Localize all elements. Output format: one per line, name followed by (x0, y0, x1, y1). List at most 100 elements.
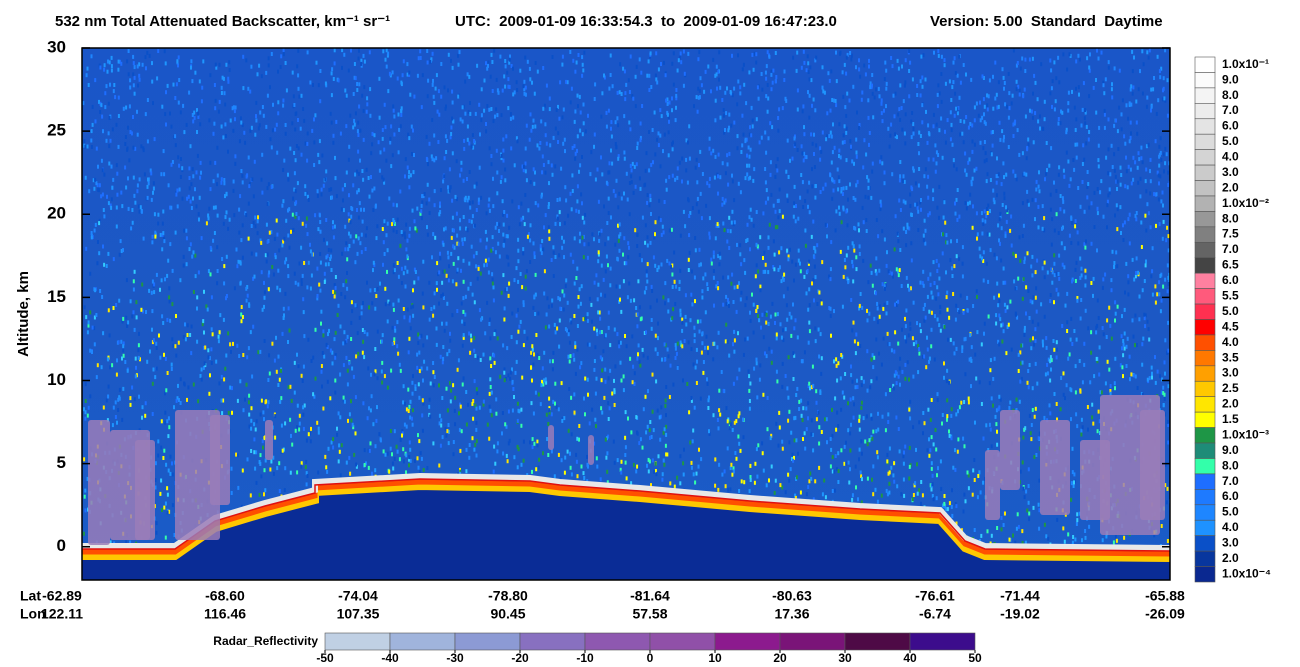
time-range: UTC: 2009-01-09 16:33:54.3 to 2009-01-09… (455, 13, 837, 30)
speckle (1020, 376, 1023, 381)
speckle (767, 196, 770, 201)
speckle (96, 183, 99, 188)
speckle (1134, 213, 1137, 218)
speckle (1058, 165, 1061, 170)
speckle (1000, 182, 1003, 187)
speckle (596, 297, 599, 302)
speckle (697, 95, 700, 100)
speckle (745, 296, 748, 301)
speckle (447, 423, 450, 427)
speckle (270, 459, 273, 464)
speckle (636, 146, 639, 150)
speckle (1160, 524, 1163, 528)
speckle (955, 254, 958, 259)
speckle (671, 272, 674, 277)
speckle (1134, 274, 1137, 279)
speckle (801, 418, 804, 423)
speckle (463, 237, 466, 242)
speckle (973, 142, 976, 147)
speckle (826, 111, 829, 116)
speckle (301, 221, 304, 226)
speckle (774, 478, 777, 483)
speckle (954, 211, 957, 216)
speckle (952, 60, 955, 65)
speckle (681, 344, 684, 349)
speckle (317, 470, 320, 475)
speckle (724, 128, 726, 132)
speckle (392, 104, 395, 109)
speckle (346, 334, 349, 339)
speckle (787, 175, 790, 179)
speckle (778, 425, 781, 430)
speckle (400, 80, 403, 85)
speckle (984, 151, 987, 156)
speckle (229, 385, 232, 390)
speckle (490, 413, 493, 418)
speckle (507, 262, 510, 267)
speckle (173, 405, 175, 410)
speckle (391, 342, 394, 346)
speckle (1026, 189, 1029, 194)
speckle (1068, 52, 1071, 57)
speckle (849, 448, 852, 453)
speckle (497, 90, 500, 95)
speckle (132, 287, 135, 292)
speckle (1034, 406, 1037, 411)
speckle (313, 394, 316, 399)
speckle (953, 113, 956, 118)
speckle (544, 122, 547, 127)
speckle (417, 340, 420, 345)
speckle (160, 445, 163, 450)
speckle (344, 224, 347, 229)
speckle (681, 328, 684, 333)
speckle (840, 353, 843, 357)
speckle (576, 134, 579, 139)
speckle (1049, 355, 1052, 360)
speckle (1158, 144, 1161, 149)
speckle (129, 130, 132, 134)
speckle (128, 158, 131, 163)
speckle (923, 421, 926, 426)
speckle (145, 66, 147, 71)
speckle (812, 219, 815, 224)
speckle (212, 131, 215, 136)
speckle (987, 94, 990, 99)
speckle (679, 268, 682, 273)
speckle (878, 268, 881, 273)
speckle (908, 287, 911, 292)
speckle (405, 470, 407, 475)
speckle (405, 222, 408, 227)
speckle (625, 82, 628, 87)
speckle (838, 148, 841, 153)
speckle (869, 81, 872, 86)
speckle (369, 87, 372, 92)
speckle (257, 126, 260, 131)
speckle (629, 127, 632, 132)
speckle (290, 433, 292, 438)
speckle (1103, 91, 1106, 96)
speckle (1012, 48, 1015, 53)
speckle (615, 178, 618, 183)
speckle (124, 142, 127, 146)
speckle (241, 123, 244, 128)
speckle (536, 443, 539, 448)
speckle (362, 301, 364, 305)
speckle (466, 177, 468, 181)
speckle (381, 227, 384, 231)
speckle (515, 266, 518, 271)
speckle (1070, 417, 1072, 422)
speckle (382, 240, 385, 245)
speckle (699, 396, 702, 401)
speckle (582, 317, 585, 322)
speckle (937, 83, 940, 88)
speckle (1055, 287, 1058, 292)
speckle (133, 397, 136, 402)
speckle (727, 297, 729, 302)
speckle (584, 376, 587, 381)
speckle (704, 345, 706, 350)
speckle (552, 135, 555, 140)
speckle (936, 269, 939, 273)
speckle (1002, 138, 1005, 143)
speckle (895, 302, 898, 307)
speckle (465, 469, 468, 474)
